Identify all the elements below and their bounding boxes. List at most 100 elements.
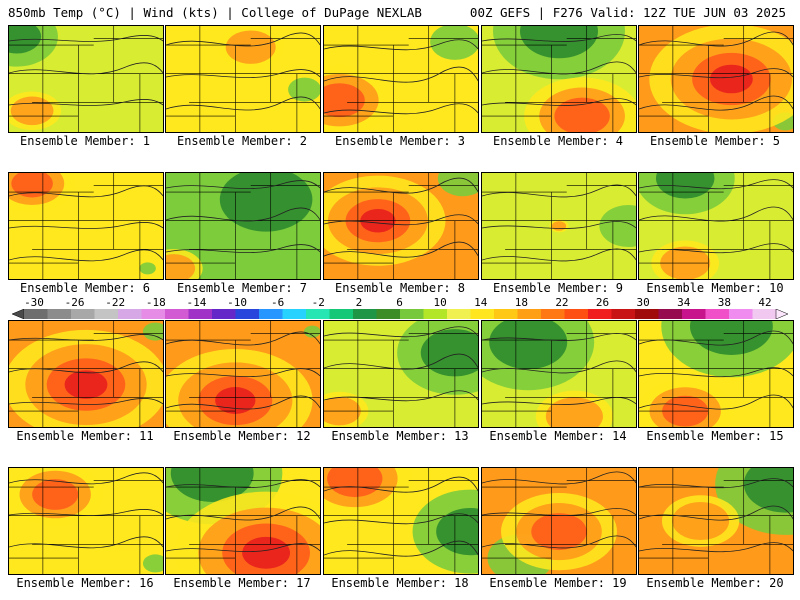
temperature-field (166, 26, 320, 132)
ensemble-member-map[interactable] (165, 172, 321, 280)
colorbar-tick-label: 30 (636, 296, 650, 309)
temperature-field (482, 321, 636, 427)
colorbar-tick-label: 38 (717, 296, 731, 309)
colorbar-swatch (447, 309, 471, 319)
colorbar-swatch (94, 309, 119, 319)
colorbar-swatch (306, 309, 330, 319)
colorbar-tick-label: -22 (105, 296, 126, 309)
colorbar-swatch (729, 309, 753, 319)
colorbar-swatch (47, 309, 72, 319)
colorbar-swatch (564, 309, 589, 319)
colorbar-swatch (470, 309, 495, 319)
ensemble-member-label: Ensemble Member: 2 (176, 134, 308, 148)
temperature-field (482, 26, 636, 132)
ensemble-member-label: Ensemble Member: 20 (646, 576, 784, 590)
ensemble-member-map[interactable] (323, 25, 479, 133)
temperature-field (9, 26, 163, 132)
colorbar-swatch (188, 309, 213, 319)
colorbar-swatch (611, 309, 636, 319)
ensemble-member-map[interactable] (165, 25, 321, 133)
temperature-field (639, 321, 793, 427)
ensemble-member-label: Ensemble Member: 8 (334, 281, 466, 295)
ensemble-member-map[interactable] (323, 320, 479, 428)
colorbar-tick-label: 42 (758, 296, 772, 309)
run-info: 00Z GEFS | F276 Valid: 12Z TUE JUN 03 20… (469, 5, 786, 20)
colorbar-tick-label: -18 (145, 296, 166, 309)
ensemble-member-map[interactable] (8, 320, 164, 428)
colorbar-strip (12, 309, 788, 319)
ensemble-member-label: Ensemble Member: 11 (16, 429, 154, 443)
ensemble-member-map[interactable] (323, 172, 479, 280)
ensemble-member-label: Ensemble Member: 17 (173, 576, 311, 590)
colorbar-swatch (682, 309, 706, 319)
temperature-field (324, 26, 478, 132)
temperature-field (639, 26, 793, 132)
ensemble-member-map[interactable] (323, 467, 479, 575)
colorbar-swatch (259, 309, 283, 319)
colorbar-swatch (400, 309, 424, 319)
ensemble-member-map[interactable] (481, 172, 637, 280)
ensemble-member-label: Ensemble Member: 15 (646, 429, 784, 443)
temperature-field (324, 468, 478, 574)
ensemble-member-label: Ensemble Member: 7 (176, 281, 308, 295)
temperature-field (324, 173, 478, 279)
colorbar-tick-label: 18 (514, 296, 528, 309)
colorbar-swatch (376, 309, 401, 319)
ensemble-member-map[interactable] (638, 467, 794, 575)
temperature-field (639, 173, 793, 279)
colorbar-tick-label: 34 (677, 296, 691, 309)
ensemble-member-label: Ensemble Member: 19 (489, 576, 627, 590)
temperature-field (482, 468, 636, 574)
map-title: 850mb Temp (°C) | Wind (kts) | College o… (8, 5, 422, 20)
ensemble-member-map[interactable] (638, 320, 794, 428)
colorbar-tick-label: -6 (271, 296, 285, 309)
colorbar-tick-label: -10 (227, 296, 247, 309)
colorbar-swatch (235, 309, 260, 319)
ensemble-member-map[interactable] (638, 172, 794, 280)
colorbar-tick-label: 14 (474, 296, 488, 309)
ensemble-member-map[interactable] (165, 467, 321, 575)
temperature-field (324, 321, 478, 427)
colorbar-tick-label: 22 (555, 296, 569, 309)
ensemble-member-label: Ensemble Member: 16 (16, 576, 154, 590)
colorbar-swatch (212, 309, 236, 319)
ensemble-member-map[interactable] (481, 320, 637, 428)
colorbar-tick-label: 6 (396, 296, 403, 309)
colorbar-swatch (71, 309, 95, 319)
colorbar-swatch (165, 309, 189, 319)
ensemble-member-map[interactable] (8, 25, 164, 133)
ensemble-member-map[interactable] (165, 320, 321, 428)
colorbar-tick-label: 2 (355, 296, 363, 309)
ensemble-member-label: Ensemble Member: 12 (173, 429, 311, 443)
temperature-field (9, 173, 163, 279)
colorbar-swatch (705, 309, 730, 319)
colorbar-tick-label: -2 (311, 296, 325, 309)
colorbar-swatch (329, 309, 354, 319)
ensemble-member-label: Ensemble Member: 13 (331, 429, 469, 443)
colorbar-swatch (141, 309, 166, 319)
temperature-field (166, 468, 320, 574)
ensemble-member-label: Ensemble Member: 1 (19, 134, 151, 148)
ensemble-member-map[interactable] (8, 467, 164, 575)
ensemble-member-map[interactable] (8, 172, 164, 280)
temperature-field (482, 173, 636, 279)
colorbar-swatch (752, 309, 777, 319)
ensemble-member-label: Ensemble Member: 3 (334, 134, 466, 148)
ensemble-member-label: Ensemble Member: 6 (19, 281, 151, 295)
ensemble-member-label: Ensemble Member: 5 (649, 134, 781, 148)
colorbar-tick-label: -14 (186, 296, 207, 309)
colorbar-swatch (282, 309, 307, 319)
ensemble-member-map[interactable] (481, 25, 637, 133)
ensemble-member-label: Ensemble Member: 4 (492, 134, 624, 148)
colorbar-tick-label: -26 (64, 296, 85, 309)
ensemble-member-map[interactable] (481, 467, 637, 575)
colorbar-tick-label: 10 (433, 296, 447, 309)
colorbar-tick-label: 26 (595, 296, 610, 309)
colorbar-tick-label: -30 (24, 296, 44, 309)
ensemble-member-label: Ensemble Member: 9 (492, 281, 624, 295)
temperature-field (166, 321, 320, 427)
colorbar-left-arrow (12, 309, 25, 319)
colorbar-swatch (423, 309, 448, 319)
colorbar-swatch (24, 309, 48, 319)
ensemble-member-map[interactable] (638, 25, 794, 133)
